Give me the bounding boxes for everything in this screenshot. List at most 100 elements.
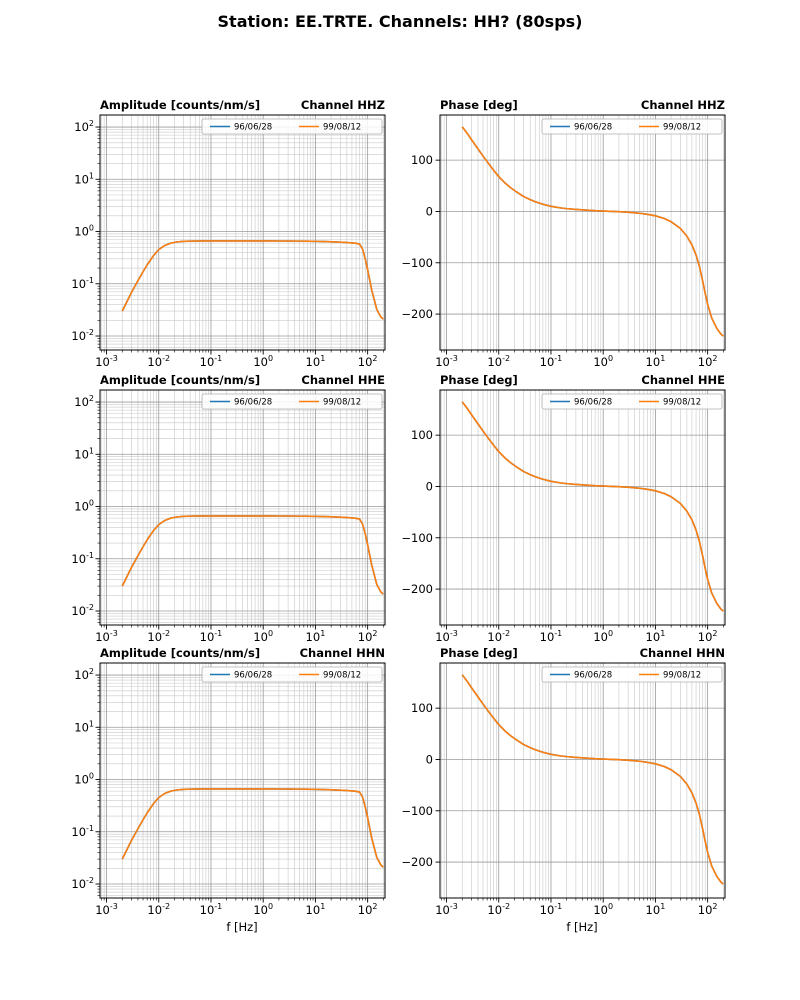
series-line-96/06/28	[461, 674, 724, 885]
svg-text:102: 102	[74, 667, 94, 682]
legend: 96/06/28 99/08/12	[201, 118, 383, 135]
svg-text:101: 101	[306, 629, 326, 644]
svg-text:102: 102	[358, 902, 378, 917]
svg-text:10-2: 10-2	[71, 328, 94, 343]
x-tick-labels: 10-3 10-2 10-1 100 101 102	[95, 354, 377, 369]
svg-text:100: 100	[74, 499, 94, 514]
series-line-99/08/12	[461, 674, 724, 885]
svg-text:10-3: 10-3	[435, 902, 458, 917]
series-line-99/08/12	[121, 240, 384, 320]
series-line-99/08/12	[461, 401, 724, 612]
x-tick-labels: 10-3 10-2 10-1 100 101 102	[95, 902, 377, 917]
svg-text:102: 102	[698, 354, 718, 369]
legend-label-99/08/12: 99/08/12	[323, 398, 361, 408]
subplot-amplitude-hhn: 10-3 10-2 10-1 100 101 102 10-2 10-1 100 101 102 Am…	[50, 645, 395, 923]
x-tick-labels: 10-3 10-2 10-1 100 101 102	[435, 629, 717, 644]
svg-text:−200: −200	[401, 307, 433, 321]
svg-text:10-2: 10-2	[147, 629, 170, 644]
y-tick-labels: 10-2 10-1 100 101 102	[71, 119, 94, 343]
svg-text:10-2: 10-2	[487, 354, 510, 369]
legend: 96/06/28 99/08/12	[541, 666, 723, 683]
major-gridlines	[440, 390, 725, 625]
svg-text:100: 100	[253, 902, 273, 917]
subplot-channel-title: Channel HHE	[301, 373, 385, 387]
subplot-channel-title: Channel HHZ	[301, 98, 385, 112]
x-axis-label-left: f [Hz]	[226, 920, 258, 934]
legend: 96/06/28 99/08/12	[201, 393, 383, 410]
legend-label-99/08/12: 99/08/12	[323, 123, 361, 133]
svg-text:10-3: 10-3	[95, 629, 118, 644]
svg-text:−200: −200	[401, 582, 433, 596]
legend-box	[541, 666, 723, 683]
series-line-99/08/12	[121, 788, 384, 868]
svg-text:101: 101	[74, 171, 94, 186]
legend-box	[541, 393, 723, 410]
series-group	[121, 240, 384, 320]
svg-text:10-2: 10-2	[71, 876, 94, 891]
minor-gridlines	[100, 663, 385, 898]
legend-label-99/08/12: 99/08/12	[663, 123, 701, 133]
x-axis-label-right: f [Hz]	[566, 920, 598, 934]
svg-text:10-1: 10-1	[200, 629, 223, 644]
svg-text:102: 102	[358, 629, 378, 644]
svg-text:101: 101	[74, 719, 94, 734]
legend-box	[201, 393, 383, 410]
svg-text:101: 101	[74, 446, 94, 461]
svg-text:10-1: 10-1	[71, 824, 94, 839]
svg-text:10-3: 10-3	[95, 902, 118, 917]
svg-text:10-1: 10-1	[200, 354, 223, 369]
y-tick-labels: −200 −100 0 100	[401, 701, 433, 869]
axes-frame	[439, 662, 726, 899]
minor-gridlines	[441, 115, 724, 350]
x-tick-labels: 10-3 10-2 10-1 100 101 102	[95, 629, 377, 644]
svg-text:102: 102	[698, 902, 718, 917]
legend-label-96/06/28: 96/06/28	[574, 671, 612, 681]
legend-label-96/06/28: 96/06/28	[574, 398, 612, 408]
major-gridlines	[440, 115, 725, 350]
axes-frame	[439, 389, 726, 626]
svg-text:−100: −100	[401, 256, 433, 270]
svg-text:100: 100	[74, 772, 94, 787]
figure-title: Station: EE.TRTE. Channels: HH? (80sps)	[217, 12, 583, 31]
series-group	[461, 126, 724, 337]
svg-text:10-2: 10-2	[487, 629, 510, 644]
x-tick-labels: 10-3 10-2 10-1 100 101 102	[435, 902, 717, 917]
subplot-phase-hhn: 10-3 10-2 10-1 100 101 102 −200 −100 0 100 Phase […	[390, 645, 735, 923]
svg-text:10-1: 10-1	[200, 902, 223, 917]
subplot-phase-hhz: 10-3 10-2 10-1 100 101 102 −200 −100 0 100 Phase […	[390, 97, 735, 375]
svg-text:100: 100	[593, 902, 613, 917]
legend-box	[541, 118, 723, 135]
svg-text:0: 0	[426, 752, 433, 766]
subplot-channel-title: Channel HHN	[640, 646, 725, 660]
minor-gridlines	[441, 390, 724, 625]
legend-label-99/08/12: 99/08/12	[663, 398, 701, 408]
legend-label-99/08/12: 99/08/12	[323, 671, 361, 681]
svg-text:0: 0	[426, 479, 433, 493]
y-tick-labels: −200 −100 0 100	[401, 428, 433, 596]
svg-text:100: 100	[411, 701, 433, 715]
svg-text:10-3: 10-3	[435, 354, 458, 369]
subplot-amplitude-hhe: 10-3 10-2 10-1 100 101 102 10-2 10-1 100 101 102 Am…	[50, 372, 395, 650]
svg-text:0: 0	[426, 204, 433, 218]
subplot-title: Phase [deg]	[440, 646, 518, 660]
svg-text:10-1: 10-1	[540, 354, 563, 369]
y-tick-labels: −200 −100 0 100	[401, 153, 433, 321]
subplot-channel-title: Channel HHN	[300, 646, 385, 660]
chart-svg-amp-hhn: 10-3 10-2 10-1 100 101 10210-210-1100101102Am…	[71, 646, 386, 917]
chart-svg-phase-hhn: 10-3 10-2 10-1 100 101 102 −200 −100 0 100 Phase […	[401, 646, 726, 917]
svg-text:10-2: 10-2	[147, 902, 170, 917]
series-group	[121, 788, 384, 868]
svg-text:102: 102	[698, 629, 718, 644]
chart-svg-amp-hhe: 10-3 10-2 10-1 100 101 10210-210-1100101102Am…	[71, 373, 386, 644]
major-gridlines	[440, 663, 725, 898]
legend-label-96/06/28: 96/06/28	[574, 123, 612, 133]
series-line-96/06/28	[121, 240, 384, 320]
subplot-amplitude-hhz: 10-3 10-2 10-1 100 101 102 10-2 10-1 100 101 102 Am…	[50, 97, 395, 375]
svg-text:−100: −100	[401, 804, 433, 818]
series-group	[121, 515, 384, 595]
svg-text:10-1: 10-1	[540, 902, 563, 917]
subplot-channel-title: Channel HHE	[641, 373, 725, 387]
svg-text:−200: −200	[401, 855, 433, 869]
subplot-title: Phase [deg]	[440, 98, 518, 112]
